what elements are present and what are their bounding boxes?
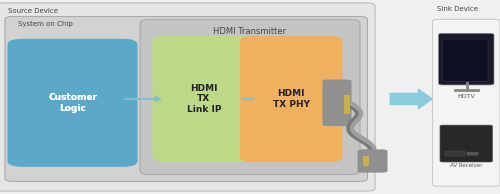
- FancyBboxPatch shape: [8, 39, 138, 167]
- FancyBboxPatch shape: [140, 19, 360, 175]
- FancyBboxPatch shape: [322, 80, 352, 126]
- FancyBboxPatch shape: [5, 16, 368, 181]
- Text: Source Device: Source Device: [8, 8, 58, 14]
- Text: HDMI Transmitter: HDMI Transmitter: [214, 27, 286, 36]
- FancyArrowPatch shape: [390, 89, 432, 109]
- Text: HDMI
TX PHY: HDMI TX PHY: [273, 89, 310, 109]
- FancyBboxPatch shape: [440, 125, 492, 162]
- Text: Customer
Logic: Customer Logic: [48, 93, 97, 113]
- FancyBboxPatch shape: [362, 156, 368, 166]
- FancyBboxPatch shape: [152, 36, 255, 162]
- Text: HDMI
TX
Link IP: HDMI TX Link IP: [186, 84, 221, 114]
- Text: AV Receiver: AV Receiver: [450, 163, 483, 168]
- Text: HDTV: HDTV: [458, 94, 475, 99]
- Text: System on Chip: System on Chip: [18, 21, 72, 27]
- FancyBboxPatch shape: [0, 3, 375, 191]
- Text: Customer
Logic: Customer Logic: [48, 93, 97, 113]
- FancyBboxPatch shape: [466, 152, 478, 156]
- FancyBboxPatch shape: [432, 19, 500, 186]
- FancyBboxPatch shape: [442, 39, 488, 81]
- FancyBboxPatch shape: [358, 149, 388, 173]
- Text: Sink Device: Sink Device: [437, 6, 478, 12]
- FancyBboxPatch shape: [240, 36, 342, 162]
- FancyBboxPatch shape: [445, 151, 465, 156]
- FancyBboxPatch shape: [344, 95, 350, 114]
- FancyBboxPatch shape: [438, 33, 494, 85]
